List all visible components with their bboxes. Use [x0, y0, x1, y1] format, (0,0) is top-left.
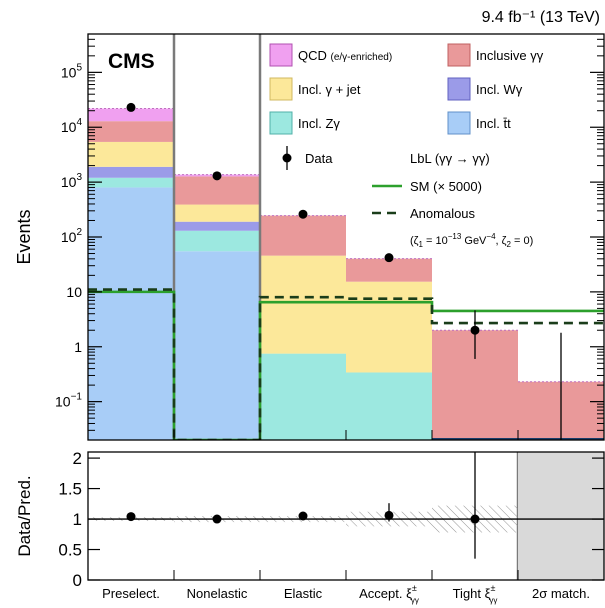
- ratio-excluded-bin: [518, 452, 604, 580]
- bar-incl-w-0: [88, 166, 174, 178]
- bar-incl-w-1: [174, 221, 260, 231]
- ratio-point-2: [298, 511, 308, 521]
- y-tick-label-100: 102: [61, 227, 83, 245]
- y-tick-label-1: 1: [74, 339, 82, 355]
- data-point-1: [212, 171, 222, 181]
- legend-swatch-z-gamma: [269, 111, 293, 135]
- ratio-content: [88, 452, 604, 580]
- data-points: [126, 102, 562, 440]
- category-label-0: Preselect.: [102, 586, 160, 601]
- data-point-0: [126, 102, 136, 112]
- lumi-text: 9.4 fb⁻¹ (13 TeV): [482, 9, 600, 26]
- bar-incl-z-3: [346, 372, 432, 440]
- ratio-y-tick-label-3: 1.5: [58, 480, 82, 499]
- legend-label-inclusive-gg: Inclusive γγ: [476, 48, 544, 63]
- bar-inclusive-3: [346, 258, 432, 282]
- ratio-y-tick-label-4: 2: [73, 449, 82, 468]
- ratio-point-4: [470, 514, 480, 524]
- legend-swatch-qcd: [269, 43, 293, 67]
- legend: QCD (e/γ-enriched) Inclusive γγ Incl. γ …: [269, 43, 544, 249]
- stacked-bars: [88, 108, 604, 440]
- data-point-3: [384, 253, 394, 263]
- ratio-y-tick-label-0: 0: [73, 571, 82, 590]
- bar-inclusive-1: [174, 176, 260, 205]
- ratio-y-axis-ticks: 0 0.5 1 1.5 2: [58, 449, 604, 590]
- bar-incl-jet-3: [346, 281, 432, 373]
- legend-swatch-inclusive-gg: [447, 43, 471, 67]
- category-label-5: 2σ match.: [532, 586, 590, 601]
- legend-swatch-w-gamma: [447, 77, 471, 101]
- y-tick-label-10: 10: [66, 284, 82, 300]
- line-anomalous: [88, 288, 604, 440]
- y-axis-title: Events: [14, 209, 34, 264]
- legend-lbl-title: LbL (γγ → γγ): [410, 151, 490, 166]
- ratio-y-tick-label-1: 0.5: [58, 541, 82, 560]
- y-tick-label-10000: 104: [61, 117, 83, 135]
- cms-label: CMS: [108, 50, 155, 73]
- legend-label-ttbar: Incl. t̄t: [476, 116, 511, 131]
- legend-label-z-gamma: Incl. Zγ: [298, 116, 340, 131]
- ratio-point-3: [384, 510, 394, 520]
- ratio-y-axis-title: Data/Pred.: [15, 475, 34, 556]
- bar-incl-z-0: [88, 177, 174, 188]
- legend-zeta-params: (ζ1 = 10−13 GeV−4, ζ2 = 0): [410, 232, 533, 249]
- bar-inclusive-2: [260, 215, 346, 256]
- bar-incl-jet-1: [174, 204, 260, 222]
- bar-incl-z-2: [260, 353, 346, 440]
- legend-swatch-gamma-jet: [269, 77, 293, 101]
- category-label-3: Accept. ξ± γγ: [359, 583, 419, 605]
- category-label-1: Nonelastic: [187, 586, 248, 601]
- legend-data-marker: [282, 153, 292, 163]
- legend-label-data: Data: [305, 151, 333, 166]
- ratio-y-tick-label-2: 1: [73, 510, 82, 529]
- bar-incl-jet-2: [260, 255, 346, 354]
- legend-label-qcd: QCD (e/γ-enriched): [298, 48, 392, 63]
- bar-incl-t-t-0: [88, 187, 174, 440]
- legend-label-sm: SM (× 5000): [410, 179, 482, 194]
- lumi-label: 9.4 fb⁻¹ (13 TeV): [482, 9, 600, 26]
- data-point-2: [298, 209, 308, 219]
- ratio-point-0: [126, 512, 136, 522]
- legend-label-gamma-jet: Incl. γ + jet: [298, 82, 361, 97]
- ratio-point-1: [212, 514, 222, 524]
- bar-qcd-e-enriched-0: [88, 108, 174, 122]
- legend-label-w-gamma: Incl. Wγ: [476, 82, 523, 97]
- bar-incl-z-1: [174, 230, 260, 252]
- y-tick-label-100000: 105: [61, 62, 83, 80]
- bar-inclusive-0: [88, 121, 174, 142]
- bar-incl-t-t-1: [174, 251, 260, 440]
- bar-incl-jet-0: [88, 141, 174, 167]
- category-label-4: Tight ξ± γγ: [453, 583, 498, 605]
- data-point-4: [470, 325, 480, 335]
- y-tick-label-0-1: 10−1: [55, 392, 82, 410]
- legend-swatch-ttbar: [447, 111, 471, 135]
- x-axis-category-labels: Preselect. Nonelastic Elastic Accept. ξ± γγ T…: [102, 583, 590, 605]
- y-tick-label-1000: 103: [61, 172, 83, 190]
- category-label-2: Elastic: [284, 586, 323, 601]
- ratio-plot: 0 0.5 1 1.5 2 Data/Pred.: [15, 449, 605, 590]
- legend-label-anomalous: Anomalous: [410, 206, 476, 221]
